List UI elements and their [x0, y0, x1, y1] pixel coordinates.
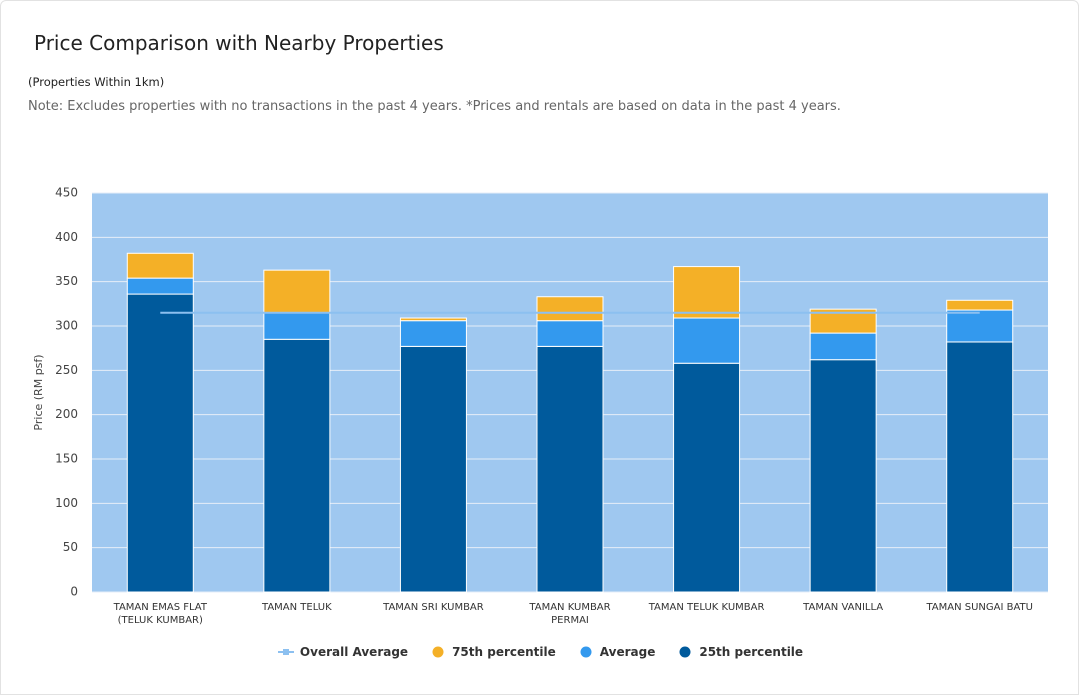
legend-marker [580, 646, 592, 658]
bar-segment [126, 252, 194, 279]
bar-segment [126, 277, 194, 295]
bar-segment [263, 338, 331, 593]
bar-segment [399, 320, 467, 347]
bar-segment [946, 341, 1014, 593]
y-tick-label: 50 [63, 540, 78, 554]
bar-segment [263, 312, 331, 340]
bar-segment [126, 293, 194, 593]
legend-marker [282, 649, 289, 655]
bar-segment [673, 317, 741, 364]
legend-item: 25th percentile [677, 645, 803, 659]
bar-segment [673, 266, 741, 319]
bar-segment [399, 345, 467, 593]
x-tick-label: TAMAN SRI KUMBAR [383, 602, 484, 613]
legend-symbol [679, 646, 691, 658]
legend-marker [432, 646, 444, 658]
legend-symbol [277, 649, 294, 655]
bar-segment [536, 345, 604, 593]
x-tick-label: TAMAN KUMBAR PERMAI [529, 602, 611, 626]
y-tick-label: 450 [55, 186, 78, 200]
legend-label: 75th percentile [452, 645, 556, 659]
x-tick-label: TAMAN VANILLA [803, 602, 884, 613]
legend-label: Overall Average [299, 645, 409, 659]
bar-segment [536, 320, 604, 347]
bar-segment [946, 309, 1014, 343]
legend-label: Average [599, 645, 656, 659]
legend-item: Average [578, 645, 656, 659]
x-tick-label: TAMAN TELUK KUMBAR [648, 602, 765, 613]
subtitle: (Properties Within 1km) [28, 75, 165, 89]
x-tick-label: TAMAN TELUK [262, 602, 332, 613]
legend-marker [679, 646, 691, 658]
note: Note: Excludes properties with no transa… [28, 99, 841, 114]
legend-item: Overall Average [277, 645, 409, 659]
legend-symbol [432, 646, 444, 658]
bar-segment [263, 269, 331, 314]
y-tick-label: 250 [55, 363, 78, 377]
legend: Overall Average 75th percentile Average 25t… [1, 645, 1078, 659]
bar-segment [809, 308, 877, 334]
y-tick-label: 300 [55, 319, 78, 333]
legend-item: 75th percentile [430, 645, 556, 659]
y-tick-label: 350 [55, 274, 78, 288]
y-tick-label: 400 [55, 230, 78, 244]
bar-segment [809, 359, 877, 593]
x-tick-label: TAMAN SUNGAI BATU [926, 602, 1033, 613]
title: Price Comparison with Nearby Properties [34, 31, 444, 55]
bar-segment [809, 332, 877, 361]
y-tick-label: 200 [55, 407, 78, 421]
y-tick-label: 100 [55, 496, 78, 510]
y-axis-label: Price (RM psf) [32, 354, 45, 430]
x-tick-label: TAMAN EMAS FLAT (TELUK KUMBAR) [113, 602, 207, 626]
bar-segment [399, 317, 467, 322]
y-tick-label: 150 [55, 452, 78, 466]
y-tick-label: 0 [70, 585, 78, 599]
bar-segment [536, 296, 604, 322]
legend-label: 25th percentile [699, 645, 804, 659]
legend-symbol [580, 646, 592, 658]
bar-segment [673, 362, 741, 593]
bar-segment [946, 299, 1014, 311]
